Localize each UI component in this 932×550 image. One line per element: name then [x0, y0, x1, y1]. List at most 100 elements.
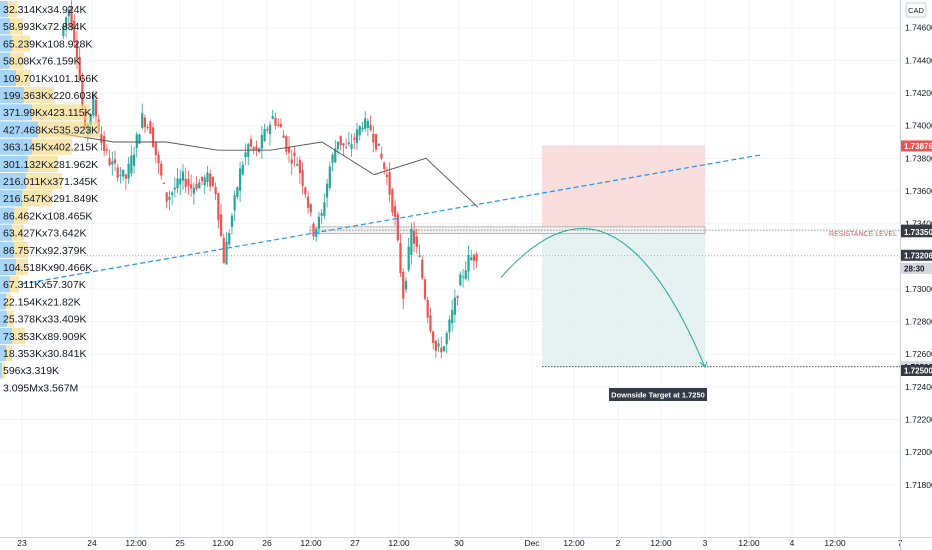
volume-profile-down-bar	[6, 345, 12, 362]
volume-profile-down-bar	[10, 18, 23, 35]
candle-body	[410, 229, 413, 256]
grid-lines	[0, 0, 901, 537]
volume-profile-label: 427.468Kx535.923K	[3, 124, 98, 136]
volume-profile-label: 104.518Kx90.466K	[3, 262, 92, 274]
candle-body	[472, 254, 476, 261]
candle-body	[62, 25, 65, 37]
candle-body	[268, 124, 272, 135]
moving-average-line	[61, 133, 479, 208]
volume-profile-down-bar	[12, 224, 24, 241]
volume-profile-label: 67.311Kx57.307K	[3, 279, 86, 291]
candle-body	[266, 128, 269, 131]
candle-body	[461, 276, 465, 278]
volume-profile-down-bar	[10, 276, 19, 293]
price-tag-label: 1.73206	[904, 251, 932, 260]
candle-body	[181, 171, 185, 181]
volume-profile-label: 25.378Kx33.409K	[3, 314, 87, 326]
candle-body	[342, 143, 345, 146]
x-tick-label: Dec	[524, 538, 540, 548]
currency-badge[interactable]: CAD	[905, 2, 927, 18]
candle-body	[402, 271, 405, 299]
x-tick-label: 27	[350, 538, 360, 548]
candle-body	[339, 135, 342, 145]
stop-loss-zone	[542, 145, 705, 231]
candle-body	[94, 99, 98, 117]
candle-body	[361, 127, 364, 130]
x-tick-label: 12:00	[125, 538, 147, 548]
projected-path-arc	[500, 228, 706, 368]
candle-body	[418, 255, 421, 257]
candle-body	[301, 170, 304, 186]
volume-profile-up-bar	[0, 121, 38, 138]
candle-body	[252, 147, 255, 150]
y-tick-label: 1.74600	[905, 23, 932, 33]
volume-profile-down-bar	[28, 155, 58, 172]
volume-profile-up-bar	[0, 293, 6, 310]
y-tick-label: 1.73600	[905, 186, 932, 196]
candle-body	[113, 159, 117, 164]
x-tick-label: 12:00	[388, 538, 410, 548]
take-profit-zone	[542, 230, 705, 367]
candle-body	[157, 154, 160, 164]
y-tick-label: 1.73800	[905, 153, 932, 163]
volume-profile-down-bar	[12, 327, 25, 344]
volume-profile-up-bar	[0, 190, 22, 207]
volume-profile-up-bar	[0, 276, 10, 293]
candle-body	[187, 179, 190, 186]
volume-profile-down-bar	[10, 52, 24, 69]
volume-profile-up-bar	[0, 259, 16, 276]
candle-body	[249, 139, 253, 147]
candle-body	[415, 236, 418, 248]
candle-body	[92, 96, 95, 116]
candle-body	[426, 300, 429, 318]
candle-body	[388, 172, 391, 195]
candle-body	[306, 196, 310, 208]
volume-profile-label: 32.314Kx34.924K	[3, 4, 87, 16]
chart-overlays	[21, 133, 761, 369]
candle-body	[407, 246, 410, 270]
candle-body	[421, 259, 424, 279]
candle-body	[304, 187, 307, 195]
volume-profile-label: 86.462Kx108.465K	[3, 210, 92, 222]
candle-body	[173, 187, 176, 190]
x-tick-label: 12:00	[650, 538, 672, 548]
candle-body	[285, 136, 288, 152]
resistance-level-label: RESISTANCE LEVEL	[829, 231, 897, 238]
volume-profile-up-bar	[0, 155, 28, 172]
candle-body	[190, 184, 193, 189]
downside-target-callout: Downside Target at 1.7250	[609, 388, 707, 401]
candle-body	[296, 164, 299, 166]
volume-profile-down-bar	[24, 87, 54, 104]
candle-body	[380, 153, 383, 159]
candle-body	[214, 186, 217, 195]
candle-body	[434, 340, 437, 351]
candle-body	[377, 143, 380, 146]
candle-body	[336, 141, 340, 150]
volume-profile-down-bar	[26, 173, 62, 190]
candle-body	[429, 315, 432, 332]
currency-badge-label: CAD	[908, 6, 924, 15]
candle-body	[73, 20, 76, 43]
candle-body	[195, 183, 198, 189]
candle-body	[255, 146, 258, 151]
candle-body	[475, 254, 478, 262]
price-tag-label: 28:30	[904, 265, 925, 274]
volume-profile: 32.314Kx34.924K 58.993Kx72.884K 65.239Kx10…	[0, 1, 100, 394]
candle-body	[127, 163, 130, 179]
y-tick-label: 1.73000	[905, 284, 932, 294]
x-tick-label: 23	[17, 538, 27, 548]
volume-profile-label: 58.08Kx76.159K	[3, 56, 81, 68]
downside-target-bg	[609, 388, 707, 401]
candle-body	[209, 173, 212, 187]
candle-body	[225, 241, 228, 265]
candle-body	[445, 333, 448, 345]
candle-body	[453, 297, 456, 315]
candle-body	[241, 164, 244, 175]
candle-body	[393, 206, 397, 217]
volume-profile-up-bar	[0, 1, 8, 18]
price-tag-bg	[901, 140, 932, 152]
volume-profile-down-bar	[12, 35, 30, 52]
candle-body	[222, 237, 225, 264]
